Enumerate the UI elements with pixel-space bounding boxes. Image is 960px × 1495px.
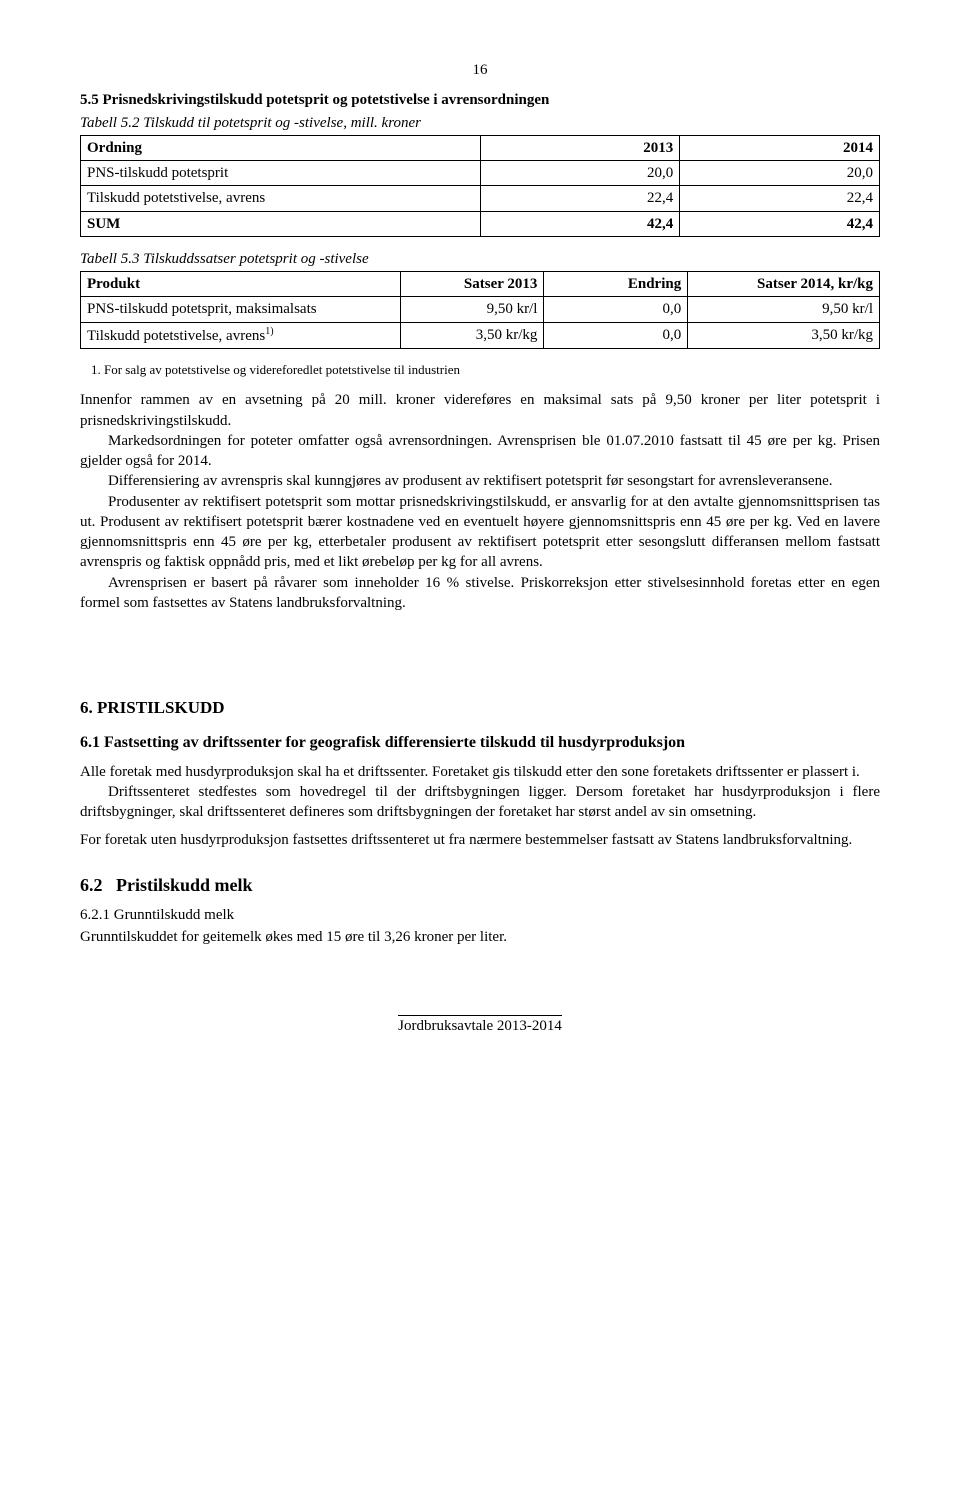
col-header: Satser 2013 [400, 272, 544, 297]
body-paragraph: Innenfor rammen av en avsetning på 20 mi… [80, 390, 880, 431]
cell: 42,4 [680, 211, 880, 236]
table-row: Ordning 2013 2014 [81, 135, 880, 160]
cell: 22,4 [680, 186, 880, 211]
cell: 20,0 [480, 161, 680, 186]
cell: PNS-tilskudd potetsprit, maksimalsats [81, 297, 401, 322]
cell: Tilskudd potetstivelse, avrens1) [81, 322, 401, 348]
body-paragraph: Avrensprisen er basert på råvarer som in… [80, 573, 880, 614]
body-paragraph: Differensiering av avrenspris skal kunng… [80, 471, 880, 491]
body-paragraph: Markedsordningen for poteter omfatter og… [80, 431, 880, 472]
col-header: Endring [544, 272, 688, 297]
section-6-heading: 6. PRISTILSKUDD [80, 697, 880, 720]
col-header: 2013 [480, 135, 680, 160]
cell: Tilskudd potetstivelse, avrens [81, 186, 481, 211]
footnote-ref: 1) [265, 326, 273, 337]
col-header: Ordning [81, 135, 481, 160]
page-footer: Jordbruksavtale 2013-2014 [398, 1015, 562, 1036]
page-number: 16 [80, 60, 880, 80]
cell: SUM [81, 211, 481, 236]
section-text: Pristilskudd melk [116, 875, 253, 895]
body-paragraph: Grunntilskuddet for geitemelk økes med 1… [80, 927, 880, 947]
cell: 20,0 [680, 161, 880, 186]
cell: 0,0 [544, 297, 688, 322]
cell: 9,50 kr/l [400, 297, 544, 322]
table-5-3: Produkt Satser 2013 Endring Satser 2014,… [80, 271, 880, 349]
table2-footnote-list: For salg av potetstivelse og viderefored… [104, 361, 880, 379]
col-header: Satser 2014, kr/kg [688, 272, 880, 297]
table-row: PNS-tilskudd potetsprit 20,0 20,0 [81, 161, 880, 186]
table-5-2: Ordning 2013 2014 PNS-tilskudd potetspri… [80, 135, 880, 237]
section-6-1-heading: 6.1 Fastsetting av driftssenter for geog… [80, 732, 880, 754]
table-row: SUM 42,4 42,4 [81, 211, 880, 236]
body-paragraph: Produsenter av rektifisert potetsprit so… [80, 492, 880, 573]
cell: 42,4 [480, 211, 680, 236]
section-6-2-heading: 6.2 Pristilskudd melk [80, 873, 880, 897]
body-paragraph: Alle foretak med husdyrproduksjon skal h… [80, 762, 880, 782]
footnote-item: For salg av potetstivelse og viderefored… [104, 361, 880, 379]
body-paragraph: Driftssenteret stedfestes som hovedregel… [80, 782, 880, 823]
cell: 3,50 kr/kg [688, 322, 880, 348]
cell: 22,4 [480, 186, 680, 211]
body-paragraph: For foretak uten husdyrproduksjon fastse… [80, 830, 880, 850]
cell: 3,50 kr/kg [400, 322, 544, 348]
col-header: Produkt [81, 272, 401, 297]
cell: 9,50 kr/l [688, 297, 880, 322]
col-header: 2014 [680, 135, 880, 160]
section-5-5-title: 5.5 Prisnedskrivingstilskudd potetsprit … [80, 90, 880, 110]
cell: 0,0 [544, 322, 688, 348]
table2-caption: Tabell 5.3 Tilskuddssatser potetsprit og… [80, 249, 880, 269]
section-6-2-1-heading: 6.2.1 Grunntilskudd melk [80, 905, 880, 925]
cell: PNS-tilskudd potetsprit [81, 161, 481, 186]
table-row: Tilskudd potetstivelse, avrens1) 3,50 kr… [81, 322, 880, 348]
section-number: 6.2 [80, 875, 103, 895]
table-row: Tilskudd potetstivelse, avrens 22,4 22,4 [81, 186, 880, 211]
table-row: PNS-tilskudd potetsprit, maksimalsats 9,… [81, 297, 880, 322]
table1-caption: Tabell 5.2 Tilskudd til potetsprit og -s… [80, 113, 880, 133]
table-row: Produkt Satser 2013 Endring Satser 2014,… [81, 272, 880, 297]
cell-text: Tilskudd potetstivelse, avrens [87, 328, 265, 344]
